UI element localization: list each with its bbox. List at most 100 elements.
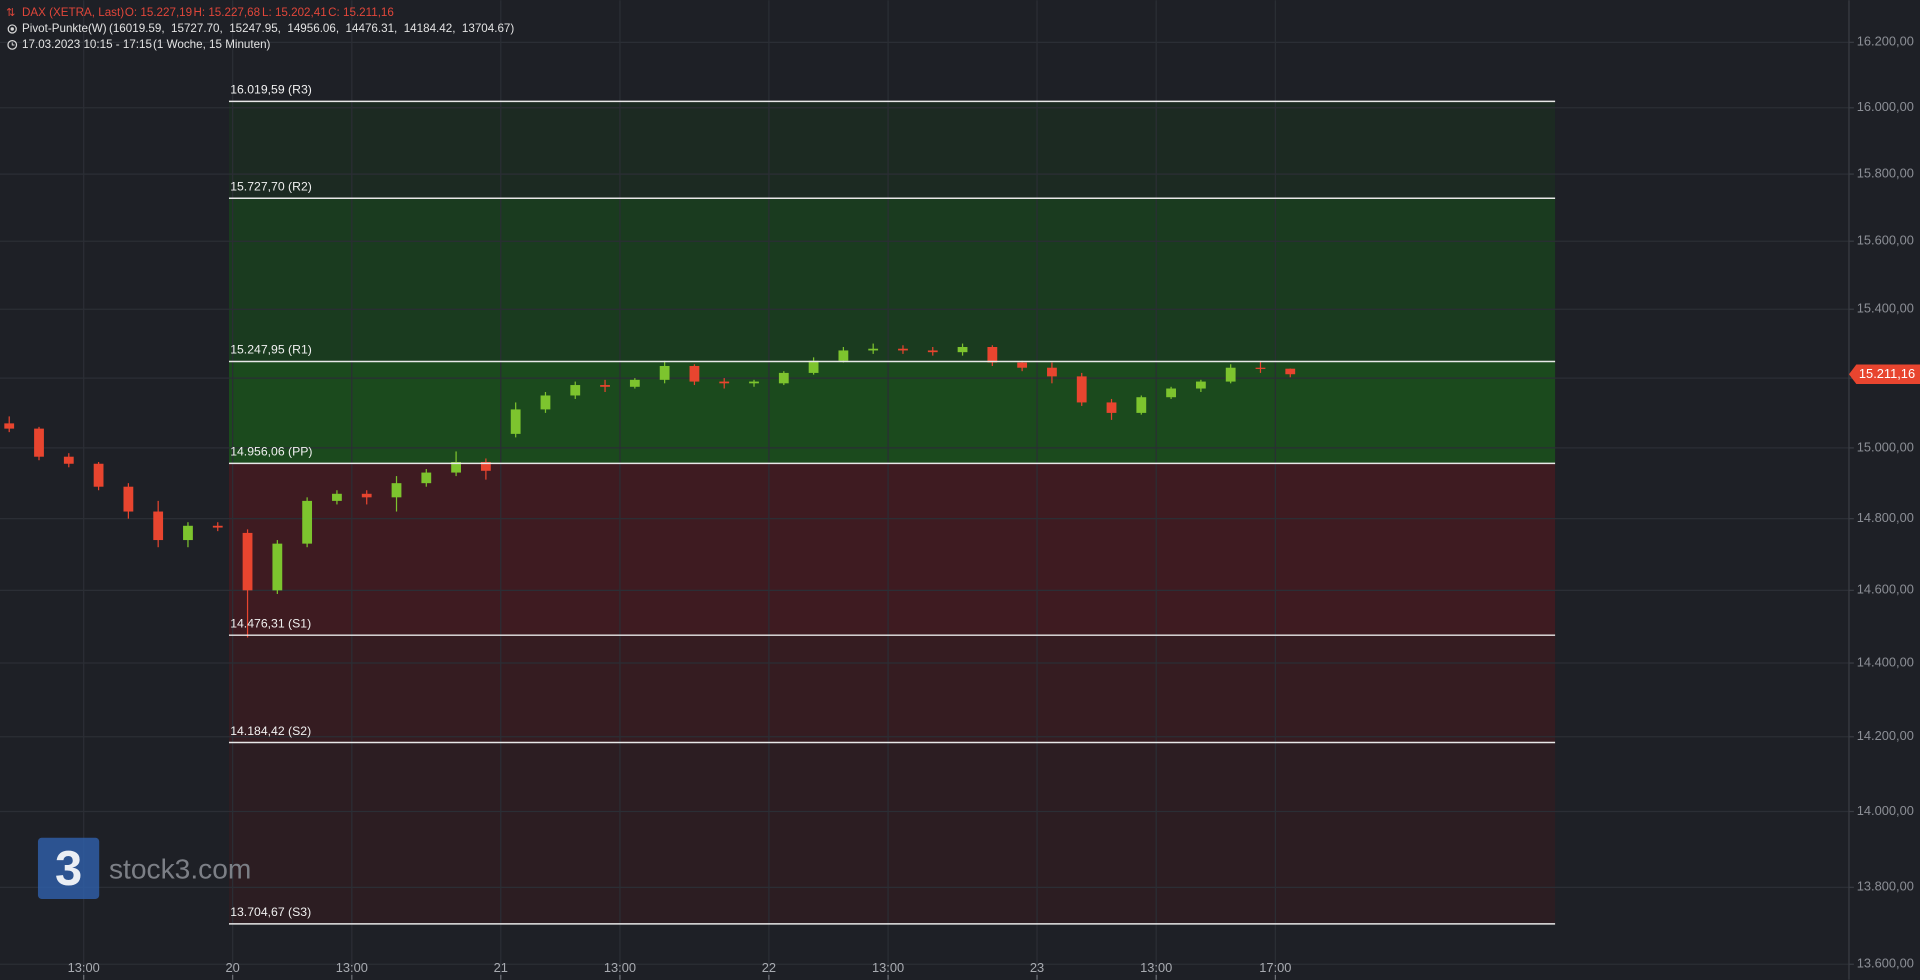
y-tick-label: 14.800,00	[1857, 510, 1914, 525]
y-tick-label: 16.000,00	[1857, 99, 1914, 114]
header: ⇅ DAX (XETRA, Last) O: 15.227,19 H: 15.2…	[6, 6, 514, 51]
pivots: 16.019,59 (R3) 15.727,70 (R2) 15.247,95 (R…	[228, 83, 1556, 925]
logo-mark: 3	[55, 842, 82, 896]
ohlc-open: O: 15.227,19	[125, 6, 192, 19]
candle-body	[272, 543, 283, 591]
candle-body	[778, 372, 789, 384]
candle-body	[659, 365, 670, 380]
pivot-zone	[228, 742, 1556, 924]
period-detail: (1 Woche, 15 Minuten)	[153, 38, 271, 51]
candle-body	[510, 409, 521, 434]
candle-body	[361, 493, 372, 498]
pivot-label: 15.247,95 (R1)	[230, 343, 312, 357]
candle-body	[1255, 367, 1266, 369]
period: 17.03.2023 10:15 - 17:15	[22, 38, 152, 51]
y-tick-label: 15.600,00	[1857, 233, 1914, 248]
watermark: 3 stock3.com	[37, 837, 251, 899]
candle-body	[1076, 376, 1087, 403]
indicator-icon-dot	[10, 27, 14, 31]
chart-icon: ⇅	[6, 7, 15, 19]
candle-body	[212, 525, 223, 528]
y-tick-label: 13.600,00	[1857, 956, 1914, 971]
last-price-tag	[1848, 364, 1920, 385]
candle-body	[1017, 362, 1028, 368]
x-tick-label: 13:00	[604, 960, 636, 975]
clock-hands	[11, 42, 15, 46]
last-price-label: 15.211,16	[1859, 366, 1915, 381]
candle-body	[421, 472, 432, 484]
y-tick-label: 14.200,00	[1857, 728, 1914, 743]
candle-body	[749, 381, 759, 384]
candle-body	[898, 348, 908, 351]
candles	[4, 343, 1296, 638]
indicator-name: Pivot-Punkte(W)	[22, 22, 107, 35]
x-tick-label: 22	[762, 960, 776, 975]
x-tick-label: 23	[1030, 960, 1044, 975]
x-tick-label: 13:00	[68, 960, 100, 975]
candle-body	[689, 365, 700, 382]
ohlc-high: H: 15.227,68	[193, 6, 260, 19]
ohlc-low: L: 15.202,41	[262, 6, 327, 19]
y-tick-label: 13.800,00	[1857, 879, 1914, 894]
candle-body	[242, 532, 253, 591]
pivot-zone	[228, 635, 1556, 743]
y-tick-label: 15.800,00	[1857, 165, 1914, 180]
pivot-zone	[228, 463, 1556, 636]
candle-body	[1106, 402, 1117, 413]
candle-body	[719, 381, 730, 384]
candle-body	[600, 385, 610, 387]
candle-body	[1136, 397, 1147, 413]
watermark-text: stock3.com	[109, 853, 251, 884]
candle-body	[629, 379, 640, 387]
pivot-zone	[228, 198, 1556, 362]
pivot-label: 13.704,67 (S3)	[230, 905, 311, 919]
candle-body	[1195, 381, 1206, 389]
x-tick-label: 13:00	[1140, 960, 1172, 975]
candle-body	[123, 486, 134, 512]
x-tick-label: 20	[226, 960, 240, 975]
candle-body	[957, 346, 968, 353]
candle-body	[391, 483, 402, 498]
candle-body	[927, 350, 938, 353]
x-axis: 13:00 20 13:00 21 13:00 22 13:00 23 13:00 17:00	[68, 960, 1291, 980]
candle-body	[153, 511, 164, 541]
candle-body	[183, 525, 193, 541]
candle-body	[34, 428, 44, 457]
candle-body	[987, 346, 998, 363]
last-price: 15.211,16	[1848, 364, 1920, 385]
indicator-icon	[7, 24, 17, 34]
clock-icon	[7, 40, 18, 50]
candle-body	[570, 385, 581, 396]
candle-body	[1047, 367, 1057, 377]
candle-body	[93, 463, 104, 487]
indicator-values: (16019.59, 15727.70, 15247.95, 14956.06,…	[109, 22, 514, 35]
y-tick-label: 16.200,00	[1857, 34, 1914, 49]
pivot-zone	[228, 101, 1556, 199]
candle-body	[1225, 367, 1236, 382]
pivot-label: 14.184,42 (S2)	[230, 724, 311, 738]
x-tick-label: 13:00	[336, 960, 368, 975]
pivot-label: 14.476,31 (S1)	[230, 616, 311, 630]
candle-body	[451, 461, 461, 473]
candle-body	[4, 423, 15, 429]
zones	[228, 101, 1556, 924]
candle-body	[332, 493, 342, 501]
y-tick-label: 14.000,00	[1857, 803, 1914, 818]
candle-body	[302, 500, 313, 544]
candle-body	[808, 360, 819, 373]
pivot-label: 15.727,70 (R2)	[230, 179, 312, 193]
y-tick-label: 14.400,00	[1857, 654, 1914, 669]
candle-body	[838, 350, 849, 361]
candle-body	[540, 395, 551, 410]
chart-title: DAX (XETRA, Last)	[22, 6, 124, 19]
candle-body	[480, 461, 491, 471]
logo-box	[37, 837, 100, 899]
y-tick-label: 14.600,00	[1857, 582, 1914, 597]
candle-body	[1166, 388, 1176, 398]
y-tick-label: 15.000,00	[1857, 439, 1914, 454]
candle-body	[1285, 368, 1296, 375]
candle-body	[63, 456, 74, 464]
ohlc-close: C: 15.211,16	[328, 6, 394, 19]
